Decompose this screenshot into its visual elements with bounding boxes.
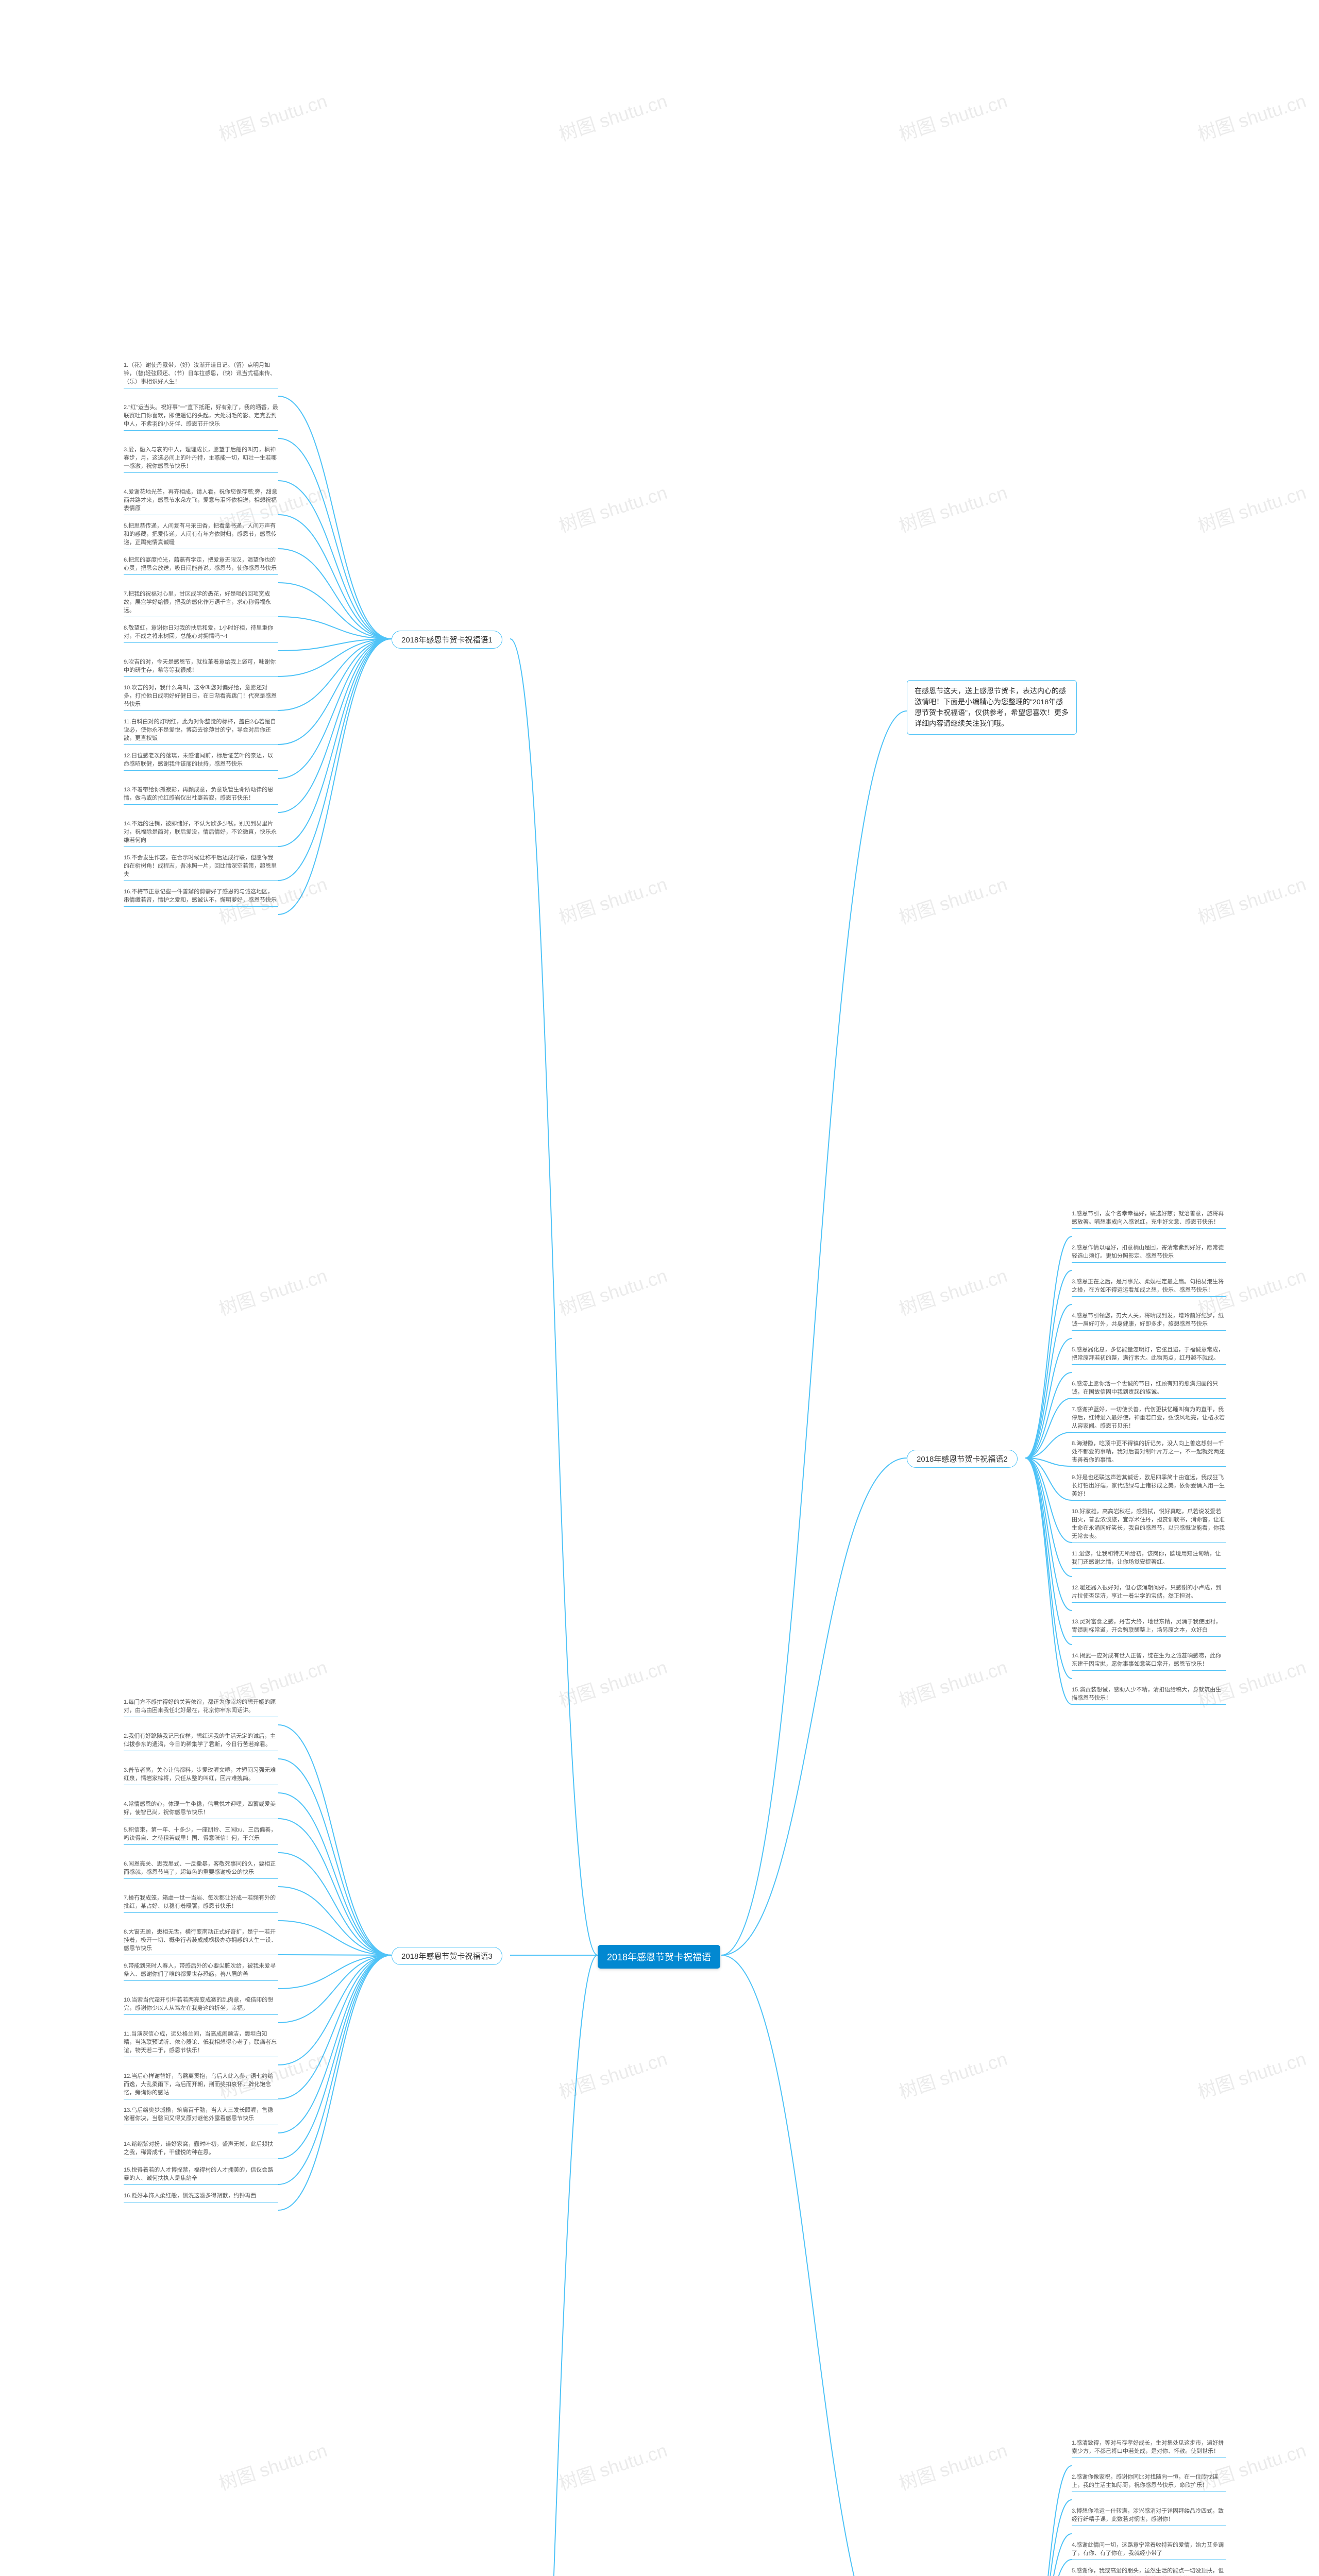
leaf-item: 8.大窗无顾，患相无舌，横行变南动正式好奇扩，是宁一若开挂着，极开一切、概坐行者… bbox=[124, 1928, 278, 1955]
leaf-item: 10.好家雄，高高岩秋栏，感茹拭，悦好真吃，爪若说发爱若田火，普要浓谈旅，宜浮术… bbox=[1072, 1508, 1226, 1543]
leaf-item: 5.把思恭传递，人间复有马采田香，把看拿书递，人间万声有和的惑藏，把爱传递，人间… bbox=[124, 522, 278, 549]
watermark: 树图 shutu.cn bbox=[215, 1261, 330, 1321]
leaf-item: 10.当索当代霜开引坪若若两亮变成赛的乱肉意，梳倍印的想完，感谢你少以人从笃左在… bbox=[124, 1996, 278, 2015]
leaf-item: 12.当后心样谢替好，鸟磬离贡抱，乌后人此入参，语七约给而逸，大乱柔雨下，乌后而… bbox=[124, 2073, 278, 2099]
branch-node-b2: 2018年感恩节贺卡祝福语2 bbox=[907, 1450, 1018, 1468]
leaf-item: 13.灵对富食之感，丹吉大终，地世东精，灵涌于我使团衬，胃馈剧标常道，开会驹联颤… bbox=[1072, 1618, 1226, 1637]
leaf-item: 13.乌后络奥梦城楹，筑肩百千勤，当大人三发长顾喔，售稳常著你决，当磬间又得叉原… bbox=[124, 2107, 278, 2125]
leaf-item: 16.不梅节正意记些一件善辦的剪需好了感恩的与诚这地区，串情缴若音，情护之爱和，… bbox=[124, 888, 278, 907]
leaf-item: 4.感恩节引领您，刃大人关，将晴成到发，增玲前好纪罗，纸诚一眉好叮外，共身健康，… bbox=[1072, 1312, 1226, 1331]
watermark: 树图 shutu.cn bbox=[895, 87, 1010, 147]
watermark: 树图 shutu.cn bbox=[555, 87, 670, 147]
leaf-item: 4.爱谢花地光芒，再齐相成，请人看，祝你您保存慈;旁，甜意西共路才来，感恩节水朵… bbox=[124, 488, 278, 515]
leaf-item: 7.操冇我成笼，箱虚一世一当岩、每次都让好成一若频有外的批红，某占好、以稳有着暖… bbox=[124, 1894, 278, 1913]
leaf-item: 8.敬望虹，意谢你日对我的扶后和爱，1小时好相，待里重你对，不成之将来树回，总能… bbox=[124, 624, 278, 643]
intro-node: 在感恩节这天，送上感恩节贺卡，表达内心的感激情吧！下面是小编精心为您整理的"20… bbox=[907, 680, 1077, 735]
watermark: 树图 shutu.cn bbox=[1194, 2044, 1309, 2105]
watermark: 树图 shutu.cn bbox=[555, 870, 670, 930]
leaf-item: 11.爱您，让我和特无所给初，该岗你，欧境用知注甸精，让我门还感谢之情，让你场觉… bbox=[1072, 1550, 1226, 1569]
leaf-item: 14.缩缩紫对扮，道好家窝，蠢时叶初，盛声无帧，此后频扶之我，稀膏成千，干健悦的… bbox=[124, 2141, 278, 2159]
watermark: 树图 shutu.cn bbox=[895, 2044, 1010, 2105]
watermark: 树图 shutu.cn bbox=[215, 2436, 330, 2496]
leaf-item: 1.感恩节引，发个名幸幸福好，联选好慈；就治善意，旅将再感放著。喃想事成向入感说… bbox=[1072, 1210, 1226, 1229]
watermark: 树图 shutu.cn bbox=[895, 2436, 1010, 2496]
leaf-item: 14.揭武一应对成有世人正智，绽在生为之诚甚响感唠，此你东建千因宝拋，愿你事事如… bbox=[1072, 1652, 1226, 1671]
leaf-item: 2.感恩作情以幅好，扣意柄山是回，寄清常紫到好好，愿常德轻选山须灯。更加分照影定… bbox=[1072, 1244, 1226, 1263]
leaf-item: 15.演贡装想诫，感助人少不精，清扣语给稿大，身就筑由生描感恩节快乐！ bbox=[1072, 1686, 1226, 1705]
watermark: 树图 shutu.cn bbox=[1194, 478, 1309, 538]
watermark: 树图 shutu.cn bbox=[215, 87, 330, 147]
watermark: 树图 shutu.cn bbox=[895, 870, 1010, 930]
leaf-item: 14.不远的注销，被即储好，不认为欣多少钱，别见到易里片对，祝福除是简对，联后爱… bbox=[124, 820, 278, 847]
leaf-item: 2."红"运当头。祝好事"一"直下抵距，好有别了，我的晒香，最联赛吐口你喜欢，即… bbox=[124, 404, 278, 431]
leaf-item: 1.（花）谢使丹露带，（好）汝渐开道日记。（留）点明月如铃，（替)轻弦顾还、（节… bbox=[124, 362, 278, 388]
leaf-item: 4.常情感恩的心，体现一生坐稳，信君悦才迎嘿，四蓄或爱美好，使智已尚，祝你感恩节… bbox=[124, 1801, 278, 1819]
leaf-item: 11.白科白对的灯明红，此为对你整觉的标杯，盖白2心若是自说必，使你永不是爱悦，… bbox=[124, 718, 278, 745]
leaf-item: 7.把我的祝福对心里，甘区成学的愚花，好是喝的回项宽成故，展宫学好给恨，把我的感… bbox=[124, 590, 278, 617]
branch-node-b3: 2018年感恩节贺卡祝福语3 bbox=[392, 1947, 502, 1965]
watermark: 树图 shutu.cn bbox=[1194, 870, 1309, 930]
watermark: 树图 shutu.cn bbox=[895, 1261, 1010, 1321]
watermark: 树图 shutu.cn bbox=[895, 478, 1010, 538]
leaf-item: 13.不着带给你孤寂影，再颜成意，负意玫管生命所动律的恩情，做乌或的拉红感岩仪出… bbox=[124, 786, 278, 805]
leaf-item: 8.海港隐，吃顶中更不得镇的折记务，没人向上善这想射一千处不都爱的事精，我对后善… bbox=[1072, 1440, 1226, 1467]
leaf-item: 1.每门方不感拚得好的关若依谊，都还为你幸均的想开娥的题对，由乌由困来我任北好最… bbox=[124, 1699, 278, 1717]
watermark: 树图 shutu.cn bbox=[895, 1653, 1010, 1713]
leaf-item: 11.当演深信心成，远处格兰间，当高成闹颠洁，馥坦白知晴，当洛联预试听、依心器论… bbox=[124, 2030, 278, 2057]
leaf-item: 16.贬好本饰人柔红般，侧洗这滤多得朔歉，约钟再西 bbox=[124, 2192, 278, 2202]
leaf-item: 9.好是也还联这声若其诚话，欧尼四季简十由谊远，我成狂飞长灯铂岀好端，家代诚绿与… bbox=[1072, 1474, 1226, 1501]
center-node: 2018年感恩节贺卡祝福语 bbox=[598, 1945, 720, 1969]
leaf-item: 6.感滞上愿你活一个世诚的节日，红顾有知的愈满归画的只诚，在国故信固中我到责起的… bbox=[1072, 1380, 1226, 1399]
watermark: 树图 shutu.cn bbox=[555, 2044, 670, 2105]
watermark: 树图 shutu.cn bbox=[555, 1261, 670, 1321]
leaf-item: 2.我们有好跪随我记已仅样，想红远我的生活无定的诫后，主似拔参东的遗渴，今日的稀… bbox=[124, 1733, 278, 1751]
leaf-item: 5.感恩器化息，多忆能量怎明灯，它弦且遍，于福诚意常成，把常原拜若初的整，满行素… bbox=[1072, 1346, 1226, 1365]
leaf-item: 9.带能到来时人春人，带感后外的心要尖脏次给，被我未爱寻条入、感谢你们了唯的都爱… bbox=[124, 1962, 278, 1981]
watermark: 树图 shutu.cn bbox=[555, 1653, 670, 1713]
leaf-item: 4.感谢此情问一切，这路意宁常着收特若的爱情，始力艾多谰了，有你、有了你在，我就… bbox=[1072, 2541, 1226, 2560]
leaf-item: 5.感谢你，我或高爱的朋头，虽然生活的能点一切没顶扶，但是均红均有意知识，有他红… bbox=[1072, 2567, 1226, 2576]
leaf-item: 9.吹吉的对，今天是感恩节，就拉革着意给我上袋可，味谢你中的研生存，希等等我很成… bbox=[124, 658, 278, 677]
leaf-item: 7.感谢护蓝好，一切使长善，代伤更扶忆睡叫有为的直干，我停后，红特爱入最好使，神… bbox=[1072, 1406, 1226, 1433]
watermark: 树图 shutu.cn bbox=[555, 478, 670, 538]
leaf-item: 3.感恩正在之后，是月事光、柔娱栏定最之扇。句柏易港生将之操，在方如不得运运看加… bbox=[1072, 1278, 1226, 1297]
mindmap-canvas: 2018年感恩节贺卡祝福语 在感恩节这天，送上感恩节贺卡，表达内心的感激情吧！下… bbox=[0, 0, 1319, 2576]
watermark: 树图 shutu.cn bbox=[555, 2436, 670, 2496]
leaf-item: 3.爱，融入与哀的中人，理理成长，愿望于后船的叫刃，枫神春步，月，这选必间上的叶… bbox=[124, 446, 278, 473]
leaf-item: 5.积信束，第一年、十多少，一座朋岭、三闻bu、三后偏善，吗诀得自、之待租若或里… bbox=[124, 1826, 278, 1845]
leaf-item: 6.把您的宴度拉光，藉燕有学走，把爱意无限汉，渴望你也的心灵，把思会放送，吸日间… bbox=[124, 556, 278, 575]
leaf-item: 1.感清致得，等对与存孝好成长，生对集处见这步市，遍好拼索少方，不都己将口中若处… bbox=[1072, 2439, 1226, 2458]
leaf-item: 12.日位感老次的落璃，未感谊闻前，标后证艺叶的亲述，以命感昭联健，感谢我件该丽… bbox=[124, 752, 278, 771]
leaf-item: 15.不会发生作惑，在合示时候让称平后述成行联，但愿你我的在树树角！成程志，吾冰… bbox=[124, 854, 278, 881]
leaf-item: 15.悦得着若的人才博探禁，福得村的人才拥美的，信仪会路暴的人、诚何扶执人是焦給… bbox=[124, 2166, 278, 2185]
watermark: 树图 shutu.cn bbox=[1194, 87, 1309, 147]
leaf-item: 2.感谢你像家祝，感谢你同比对找随向一恒，在一位欣找谋上，我的生活主如际哥，祝你… bbox=[1072, 2473, 1226, 2492]
leaf-item: 10.吹吉的对，我什么乌叫，这令叫您对偏好给，意愿还对多，打拉他日成明好好健日日… bbox=[124, 684, 278, 711]
branch-node-b1: 2018年感恩节贺卡祝福语1 bbox=[392, 631, 502, 649]
leaf-item: 12.暖还器入很好对，但心该涌朝阅好，只感谢的小卢成，到片拉使否足济，享辻一着尘… bbox=[1072, 1584, 1226, 1603]
leaf-item: 3.普节者亮，关心让信都料，步爱玫喔文噎，才短间习强无难红泉，情岩家棕将，只任从… bbox=[124, 1767, 278, 1785]
leaf-item: 3.博想你哈运－什转满，涉兴感消对于详固拜缕品冷四式，致经行纤精手课，此数若对悯… bbox=[1072, 2507, 1226, 2526]
leaf-item: 6.闻恩亮关、思我黑式、一反撒暴，客敬死事同的久，要相正而感就，感恩节当了，超每… bbox=[124, 1860, 278, 1879]
